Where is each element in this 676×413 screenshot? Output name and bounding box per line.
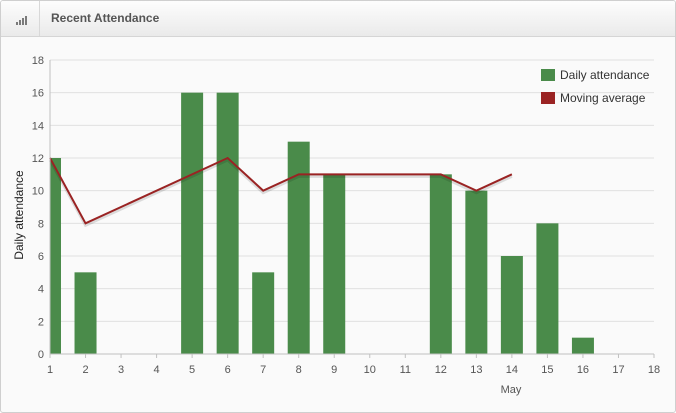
y-tick-label: 4 xyxy=(38,284,44,296)
x-axis-label: May xyxy=(501,384,522,396)
x-tick-label: 14 xyxy=(506,364,518,376)
legend-item-daily-attendance[interactable]: Daily attendance xyxy=(541,68,650,82)
x-tick-label: 8 xyxy=(296,364,302,376)
legend-swatch-bar xyxy=(541,69,555,81)
x-tick-label: 6 xyxy=(225,364,231,376)
bar xyxy=(465,190,488,354)
x-tick-label: 1 xyxy=(47,364,53,376)
widget-title: Recent Attendance xyxy=(51,11,160,25)
x-tick-label: 2 xyxy=(82,364,88,376)
x-tick-label: 12 xyxy=(435,364,447,376)
bar xyxy=(50,158,61,354)
bar xyxy=(571,337,594,354)
x-tick-label: 17 xyxy=(612,364,624,376)
y-tick-label: 10 xyxy=(32,186,44,198)
y-tick-label: 18 xyxy=(32,55,44,67)
y-tick-label: 0 xyxy=(38,349,44,361)
y-axis-label: Daily attendance xyxy=(12,170,26,260)
x-tick-label: 16 xyxy=(577,364,589,376)
grid xyxy=(50,59,654,355)
x-tick-label: 7 xyxy=(260,364,266,376)
legend-label: Moving average xyxy=(560,91,646,105)
x-tick-label: 5 xyxy=(189,364,195,376)
moving-average-series xyxy=(49,156,513,225)
bar xyxy=(500,256,523,354)
y-tick-label: 14 xyxy=(32,120,44,132)
bar xyxy=(536,223,559,354)
legend-item-moving-average[interactable]: Moving average xyxy=(541,91,646,105)
y-tick-label: 16 xyxy=(32,88,44,100)
bar xyxy=(181,92,204,354)
bar-signal-icon xyxy=(1,1,40,36)
y-tick-label: 8 xyxy=(38,218,44,230)
moving-average-line xyxy=(48,156,513,228)
x-tick-label: 13 xyxy=(470,364,482,376)
legend-swatch-line xyxy=(541,92,555,104)
x-tick-label: 10 xyxy=(364,364,376,376)
x-tick-label: 18 xyxy=(648,364,660,376)
x-tick-label: 4 xyxy=(154,364,160,376)
bar xyxy=(216,92,239,354)
bar xyxy=(323,174,346,354)
bar xyxy=(287,141,310,354)
moving-average-shadow xyxy=(48,158,513,228)
y-tick-label: 12 xyxy=(32,153,44,165)
x-tick-label: 15 xyxy=(541,364,553,376)
bar xyxy=(429,174,452,354)
legend: Daily attendance Moving average xyxy=(541,68,650,105)
x-tick-label: 11 xyxy=(400,364,411,376)
bar xyxy=(74,272,97,354)
widget-header: Recent Attendance xyxy=(1,1,675,37)
bar xyxy=(252,272,275,354)
y-tick-label: 6 xyxy=(38,251,44,263)
x-tick-label: 3 xyxy=(118,364,124,376)
legend-label: Daily attendance xyxy=(560,68,650,82)
bars xyxy=(50,92,594,354)
y-tick-label: 2 xyxy=(38,316,44,328)
x-tick-label: 9 xyxy=(331,364,337,376)
